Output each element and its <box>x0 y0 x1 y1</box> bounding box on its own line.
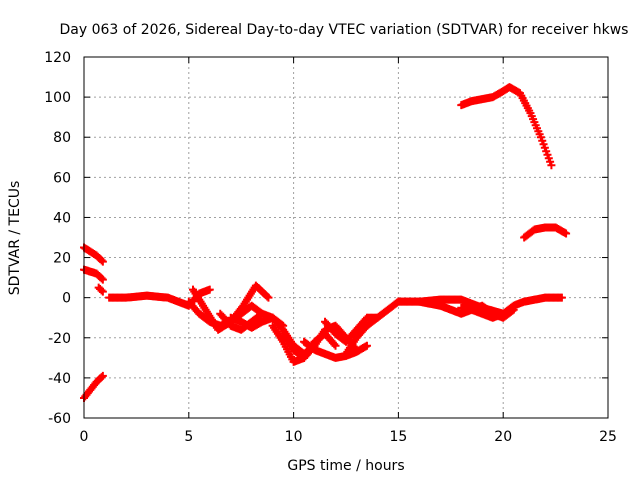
grid-layer <box>84 57 608 418</box>
x-tick-label: 10 <box>285 429 303 445</box>
x-tick-label: 5 <box>184 429 193 445</box>
series-track-17 <box>457 293 566 322</box>
chart-title: Day 063 of 2026, Sidereal Day-to-day VTE… <box>60 22 629 38</box>
x-tick-label: 0 <box>80 429 89 445</box>
data-point-marker <box>562 229 571 238</box>
data-point-marker <box>330 340 339 349</box>
y-tick-label: 0 <box>62 291 71 307</box>
series-track-19 <box>520 223 571 242</box>
data-point-marker <box>98 275 107 284</box>
x-tick-label: 20 <box>494 429 512 445</box>
data-point-marker <box>557 293 566 302</box>
x-tick-label: 15 <box>389 429 407 445</box>
y-tick-label: -40 <box>48 371 71 387</box>
y-tick-label: 100 <box>44 90 71 106</box>
y-tick-label: 20 <box>53 251 71 267</box>
data-point-marker <box>264 293 273 302</box>
data-point-marker <box>97 256 106 265</box>
series-track-16 <box>415 297 518 322</box>
y-tick-label: -60 <box>48 411 71 427</box>
data-point-marker <box>547 161 556 170</box>
series-track-12 <box>300 337 371 362</box>
data-point-marker <box>362 341 371 350</box>
data-layer <box>80 83 571 402</box>
data-point-marker <box>331 341 340 350</box>
series-track-5 <box>105 285 214 310</box>
series-track-2 <box>80 265 107 284</box>
y-tick-label: -20 <box>48 331 71 347</box>
data-point-marker <box>98 287 107 296</box>
data-point-marker <box>98 257 107 266</box>
y-tick-label: 60 <box>53 170 71 186</box>
data-point-marker <box>263 292 272 301</box>
tick-layer: 0 5 10 15 20 25 -60 -40 -20 0 20 40 60 80 100 120 <box>44 50 617 445</box>
x-axis-label: GPS time / hours <box>287 458 404 474</box>
plot-frame <box>83 56 609 419</box>
y-tick-label: 80 <box>53 130 71 146</box>
series-track-18 <box>457 83 556 170</box>
data-point-marker <box>97 286 106 295</box>
data-point-marker <box>98 371 107 380</box>
data-point-marker <box>97 274 106 283</box>
y-tick-label: 40 <box>53 210 71 226</box>
y-axis-label: SDTVAR / TECUs <box>7 181 23 296</box>
y-tick-label: 120 <box>44 50 71 66</box>
x-tick-label: 25 <box>599 429 617 445</box>
series-track-14 <box>342 297 403 358</box>
series-track-4 <box>94 283 107 296</box>
data-point-marker <box>97 373 106 382</box>
data-point-marker <box>205 285 214 294</box>
